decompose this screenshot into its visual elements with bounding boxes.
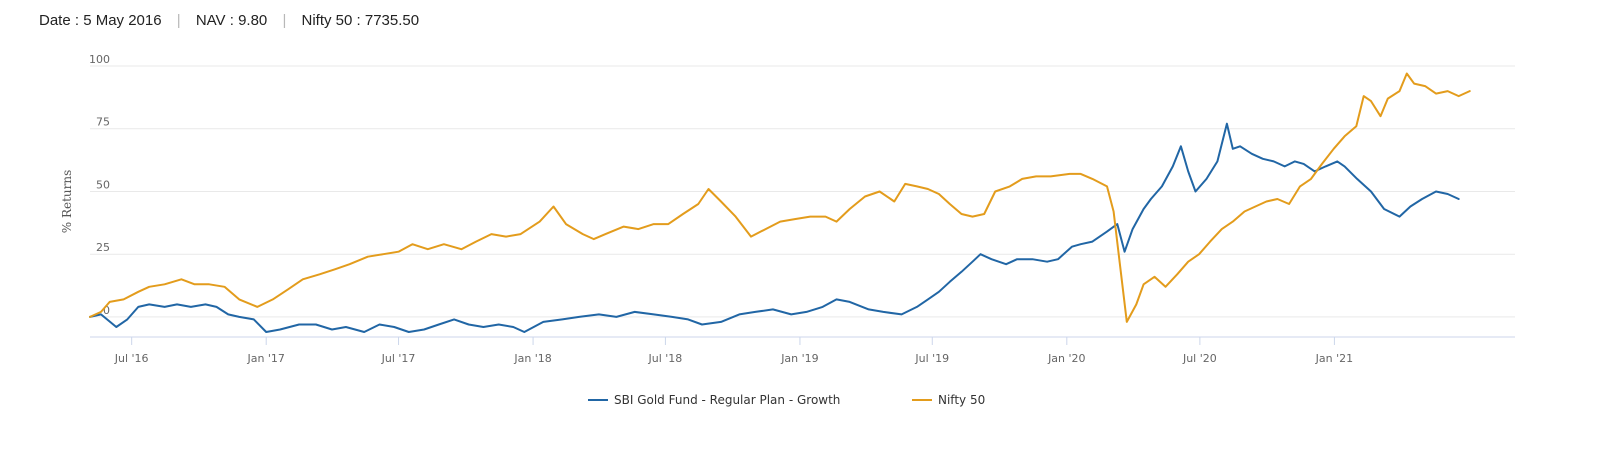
y-axis-label: % Returns	[60, 170, 74, 234]
y-tick-label: 25	[96, 241, 110, 254]
header-separator: |	[282, 12, 287, 29]
nav-label: NAV :	[195, 12, 239, 29]
date-value: 5 May 2016	[83, 12, 162, 29]
y-tick-label: 75	[96, 116, 110, 129]
series-lines[interactable]	[89, 72, 1471, 333]
x-tick-label: Jul '16	[114, 352, 149, 365]
header-separator: |	[176, 12, 181, 29]
index-value: 7735.50	[364, 12, 420, 29]
x-tick-label: Jan '21	[1315, 352, 1353, 365]
x-tick-label: Jul '19	[914, 352, 949, 365]
y-tick-label: 100	[89, 53, 110, 66]
legend-label: SBI Gold Fund - Regular Plan - Growth	[614, 393, 840, 407]
x-tick-label: Jul '20	[1182, 352, 1217, 365]
gridlines	[90, 65, 1515, 318]
index-label: Nifty 50 :	[301, 12, 365, 29]
x-tick-label: Jan '17	[246, 352, 284, 365]
legend-item-fund[interactable]: SBI Gold Fund - Regular Plan - Growth	[588, 393, 840, 407]
x-tick-label: Jul '18	[648, 352, 683, 365]
legend-item-nifty[interactable]: Nifty 50	[912, 393, 985, 407]
x-axis: Jul '16 Jan '17 Jul '17 Jan '18 Jul '18 Jan '…	[90, 336, 1515, 365]
y-axis-ticks: 0 25 50 75 100	[89, 53, 110, 317]
x-tick-label: Jan '18	[513, 352, 551, 365]
chart-header: Date : 5 May 2016 | NAV : 9.80 | Nifty 5…	[39, 12, 419, 29]
legend-label: Nifty 50	[938, 393, 985, 407]
series-line-nifty[interactable]	[89, 72, 1471, 323]
date-label: Date :	[39, 12, 84, 29]
x-tick-label: Jan '19	[780, 352, 818, 365]
chart-legend[interactable]: SBI Gold Fund - Regular Plan - Growth Nif…	[588, 393, 985, 407]
x-tick-label: Jul '17	[381, 352, 416, 365]
x-tick-label: Jan '20	[1047, 352, 1085, 365]
nav-value: 9.80	[238, 12, 268, 29]
y-tick-label: 0	[103, 304, 110, 317]
series-line-fund[interactable]	[89, 122, 1460, 333]
y-tick-label: 50	[96, 178, 110, 191]
